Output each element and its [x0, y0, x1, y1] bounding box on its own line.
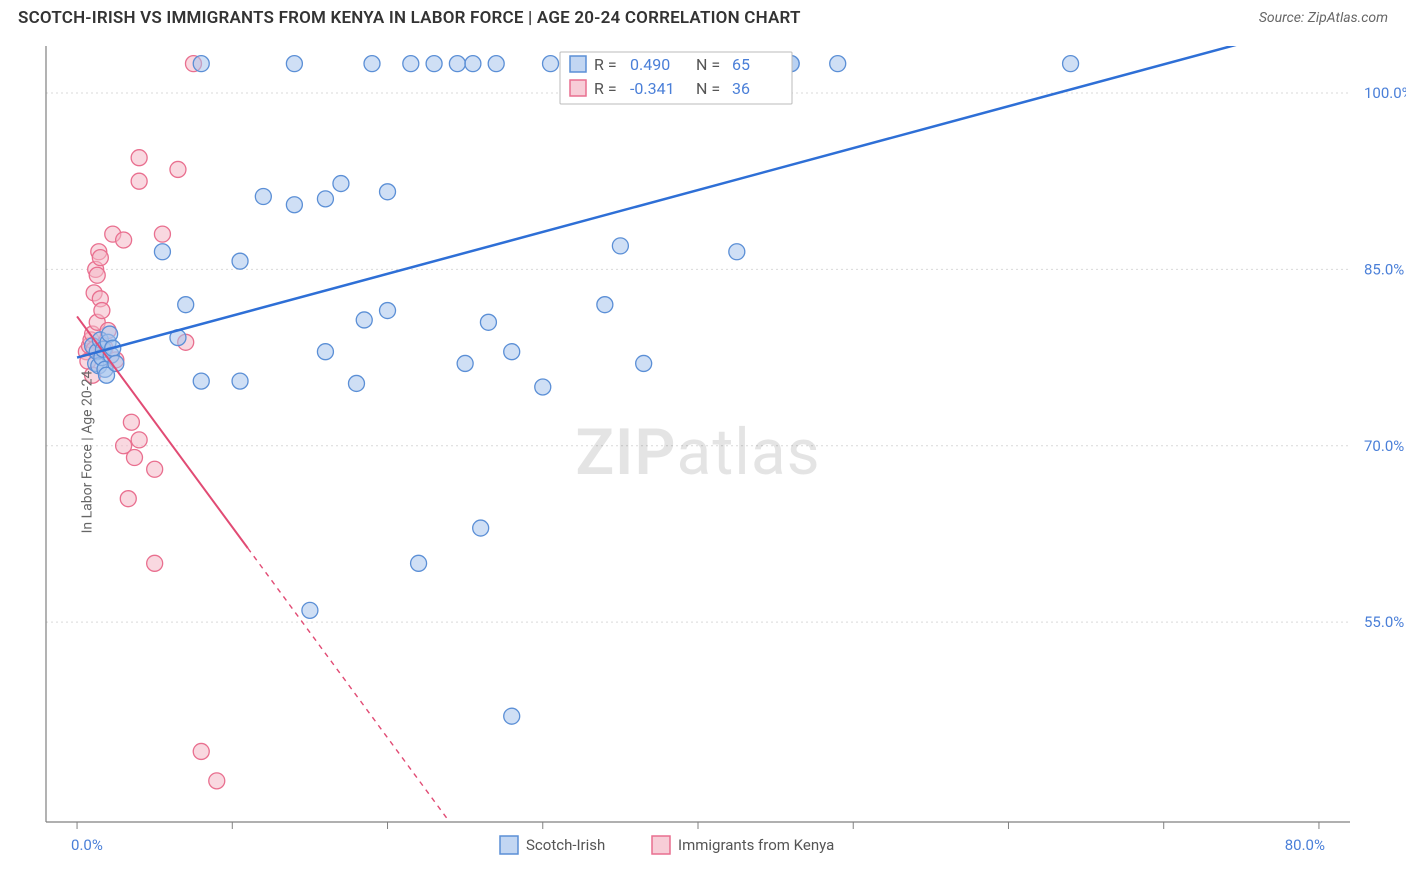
data-point — [348, 375, 364, 391]
data-point — [209, 773, 225, 789]
y-tick-label: 55.0% — [1364, 613, 1404, 631]
legend-swatch — [500, 836, 518, 854]
data-point — [535, 379, 551, 395]
chart-area: In Labor Force | Age 20-24 55.0% 70.0% 85.… — [0, 32, 1406, 872]
y-axis-label: In Labor Force | Age 20-24 — [79, 371, 95, 534]
data-point — [317, 191, 333, 207]
y-tick-label: 100.0% — [1364, 84, 1406, 102]
data-point — [193, 743, 209, 759]
data-point — [403, 56, 419, 72]
legend-label: Immigrants from Kenya — [678, 836, 834, 854]
y-tick-label: 70.0% — [1364, 437, 1404, 455]
data-point — [120, 491, 136, 507]
data-point — [504, 344, 520, 360]
data-point — [380, 184, 396, 200]
svg-text:36: 36 — [732, 79, 750, 98]
x-tick-label: 0.0% — [71, 836, 103, 854]
chart-header: SCOTCH-IRISH VS IMMIGRANTS FROM KENYA IN… — [0, 0, 1406, 32]
data-point — [317, 344, 333, 360]
data-point — [131, 173, 147, 189]
data-point — [729, 244, 745, 260]
data-point — [333, 176, 349, 192]
data-point — [457, 355, 473, 371]
data-point — [154, 244, 170, 260]
data-point — [1063, 56, 1079, 72]
data-point — [636, 355, 652, 371]
svg-text:R =: R = — [594, 55, 617, 74]
data-point — [543, 56, 559, 72]
chart-title: SCOTCH-IRISH VS IMMIGRANTS FROM KENYA IN… — [18, 8, 801, 28]
data-point — [411, 555, 427, 571]
data-point — [94, 303, 110, 319]
data-point — [154, 226, 170, 242]
data-point — [193, 56, 209, 72]
svg-text:N =: N = — [696, 55, 720, 74]
svg-text:-0.341: -0.341 — [630, 79, 675, 98]
legend-label: Scotch-Irish — [526, 836, 605, 854]
data-point — [123, 414, 139, 430]
data-point — [286, 197, 302, 213]
data-point — [116, 232, 132, 248]
data-point — [830, 56, 846, 72]
data-point — [380, 303, 396, 319]
correlation-legend: R = 0.490 N = 65 R = -0.341 N = 36 — [560, 52, 792, 104]
data-point — [232, 373, 248, 389]
data-point — [504, 708, 520, 724]
data-point — [131, 432, 147, 448]
data-point — [473, 520, 489, 536]
data-point — [147, 461, 163, 477]
svg-text:N =: N = — [696, 79, 720, 98]
data-point — [232, 253, 248, 269]
data-point — [147, 555, 163, 571]
legend-swatch — [652, 836, 670, 854]
data-point — [178, 297, 194, 313]
data-point — [488, 56, 504, 72]
data-point — [255, 188, 271, 204]
data-point — [426, 56, 442, 72]
data-point — [193, 373, 209, 389]
data-point — [302, 602, 318, 618]
data-point — [612, 238, 628, 254]
correlation-chart-svg: 55.0% 70.0% 85.0% 100.0% ZIPatlas 0.0% 80.0% R … — [0, 32, 1406, 872]
data-point — [126, 450, 142, 466]
data-point — [170, 161, 186, 177]
data-point — [102, 326, 118, 342]
data-point — [465, 56, 481, 72]
data-point — [480, 314, 496, 330]
data-point — [449, 56, 465, 72]
data-point — [89, 267, 105, 283]
chart-source: Source: ZipAtlas.com — [1259, 10, 1388, 26]
svg-text:65: 65 — [732, 55, 750, 74]
trend-line-dashed — [248, 548, 450, 822]
y-tick-label: 85.0% — [1364, 260, 1404, 278]
svg-text:0.490: 0.490 — [630, 55, 670, 74]
data-point — [597, 297, 613, 313]
x-tick-label: 80.0% — [1285, 836, 1325, 854]
data-point — [364, 56, 380, 72]
data-point — [356, 312, 372, 328]
watermark: ZIPatlas — [575, 415, 820, 490]
data-point — [131, 150, 147, 166]
data-point — [92, 250, 108, 266]
svg-text:R =: R = — [594, 79, 617, 98]
data-point — [286, 56, 302, 72]
